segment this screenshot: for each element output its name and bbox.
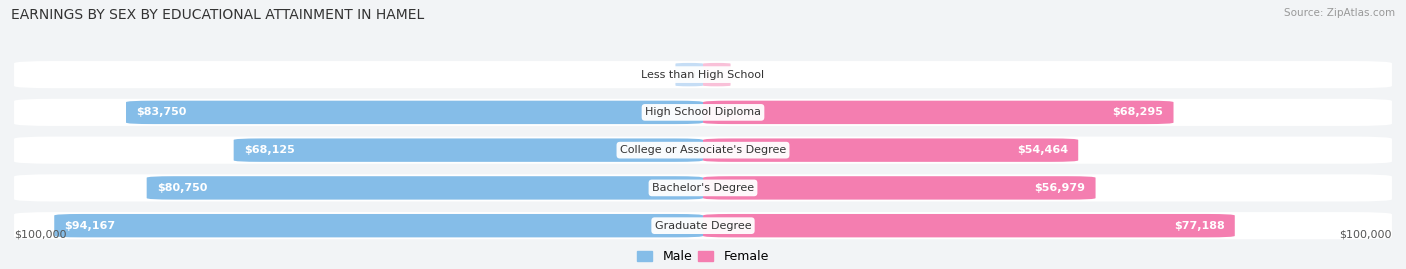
FancyBboxPatch shape bbox=[14, 137, 1392, 164]
FancyBboxPatch shape bbox=[675, 63, 703, 86]
Text: Source: ZipAtlas.com: Source: ZipAtlas.com bbox=[1284, 8, 1395, 18]
FancyBboxPatch shape bbox=[14, 61, 1392, 88]
FancyBboxPatch shape bbox=[703, 139, 1078, 162]
FancyBboxPatch shape bbox=[233, 139, 703, 162]
FancyBboxPatch shape bbox=[146, 176, 703, 200]
Text: Graduate Degree: Graduate Degree bbox=[655, 221, 751, 231]
FancyBboxPatch shape bbox=[703, 63, 731, 86]
Text: College or Associate's Degree: College or Associate's Degree bbox=[620, 145, 786, 155]
Text: $68,295: $68,295 bbox=[1112, 107, 1163, 117]
Text: $56,979: $56,979 bbox=[1035, 183, 1085, 193]
Text: $0: $0 bbox=[682, 70, 696, 80]
FancyBboxPatch shape bbox=[55, 214, 703, 237]
Text: $68,125: $68,125 bbox=[245, 145, 295, 155]
FancyBboxPatch shape bbox=[703, 214, 1234, 237]
Text: EARNINGS BY SEX BY EDUCATIONAL ATTAINMENT IN HAMEL: EARNINGS BY SEX BY EDUCATIONAL ATTAINMEN… bbox=[11, 8, 425, 22]
FancyBboxPatch shape bbox=[703, 101, 1174, 124]
Text: $0: $0 bbox=[710, 70, 724, 80]
Text: $100,000: $100,000 bbox=[14, 229, 66, 239]
Text: High School Diploma: High School Diploma bbox=[645, 107, 761, 117]
Text: $54,464: $54,464 bbox=[1017, 145, 1069, 155]
Text: Less than High School: Less than High School bbox=[641, 70, 765, 80]
FancyBboxPatch shape bbox=[14, 99, 1392, 126]
FancyBboxPatch shape bbox=[703, 176, 1095, 200]
Text: $94,167: $94,167 bbox=[65, 221, 115, 231]
Text: $83,750: $83,750 bbox=[136, 107, 187, 117]
Text: $77,188: $77,188 bbox=[1174, 221, 1225, 231]
Text: $100,000: $100,000 bbox=[1340, 229, 1392, 239]
FancyBboxPatch shape bbox=[127, 101, 703, 124]
Legend: Male, Female: Male, Female bbox=[633, 245, 773, 268]
Text: Bachelor's Degree: Bachelor's Degree bbox=[652, 183, 754, 193]
Text: $80,750: $80,750 bbox=[157, 183, 208, 193]
FancyBboxPatch shape bbox=[14, 212, 1392, 239]
FancyBboxPatch shape bbox=[14, 174, 1392, 201]
